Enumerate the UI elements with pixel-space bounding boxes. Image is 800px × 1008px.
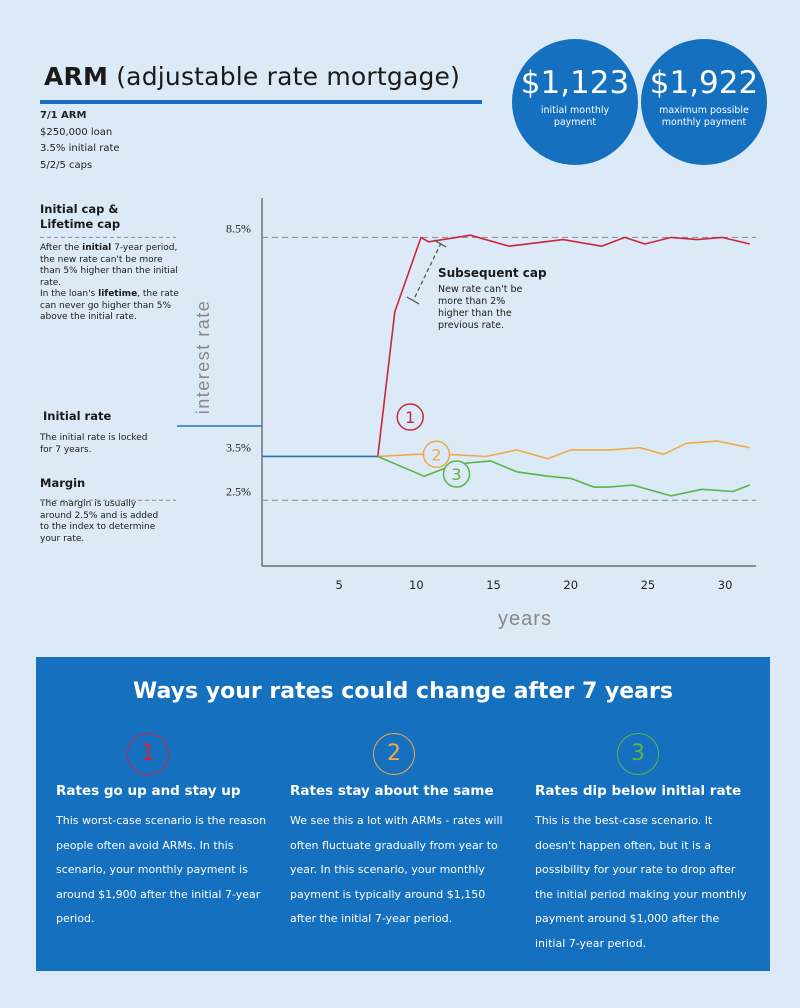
x-tick-1: 10	[409, 578, 424, 592]
max-payment-amount: $1,922	[649, 65, 759, 101]
cap-text-a: After the	[40, 243, 83, 253]
cap-text-c: 7-year period, the new rate can't be mor…	[40, 243, 178, 288]
cap-bracket-bottom	[406, 296, 420, 305]
scenario-1-heading: Rates go up and stay up	[56, 783, 241, 799]
scenario-2-heading: Rates stay about the same	[290, 783, 494, 799]
ref-line-label-1: 3.5%	[226, 440, 251, 454]
series-1-badge-label: 1	[405, 408, 415, 427]
initial-rate-heading: Initial rate	[43, 409, 112, 423]
scenario-2-text: We see this a lot with ARMs - rates will…	[290, 814, 503, 925]
title-acronym: ARM	[44, 62, 109, 91]
series-badges: 123	[396, 403, 471, 488]
subsequent-cap-line-2: higher than the	[438, 308, 512, 319]
max-payment-label: maximum possible monthly payment	[659, 105, 749, 128]
cap-bracket-top	[433, 239, 447, 248]
cap-text-f: , the rate can never go higher than 5% a…	[40, 289, 179, 322]
series-2-badge-label: 2	[431, 445, 441, 464]
scenarios-title: Ways your rates could change after 7 yea…	[133, 679, 673, 704]
reference-lines: 8.5% 3.5% 2.5%	[40, 221, 756, 501]
cap-description: After the initial 7-year period, the new…	[40, 243, 180, 324]
series-3-badge	[442, 460, 471, 488]
max-payment-stat: $1,922 maximum possible monthly payment	[641, 39, 767, 165]
series-2-badge	[422, 440, 451, 469]
scenario-1-text: This worst-case scenario is the reason p…	[56, 814, 267, 925]
subsequent-cap-heading: Subsequent cap	[438, 266, 547, 280]
x-tick-4: 25	[641, 578, 656, 592]
ref-line-label-0: 8.5%	[226, 221, 251, 235]
initial-payment-amount: $1,123	[520, 65, 630, 101]
series-1-badge	[396, 403, 424, 431]
scenario-1-badge: 1	[127, 733, 169, 775]
title-underline	[40, 100, 482, 104]
cap-heading-line2: Lifetime cap	[40, 217, 121, 231]
scenarios-panel	[36, 657, 770, 971]
initial-rate-description: The initial rate is locked for 7 years.	[40, 433, 148, 455]
margin-heading: Margin	[40, 476, 86, 490]
subsequent-cap-line-0: New rate can't be	[438, 284, 523, 295]
series-1-line	[377, 234, 750, 457]
cap-heading: Initial cap & Lifetime cap	[40, 202, 120, 232]
scenario-3-heading: Rates dip below initial rate	[535, 783, 742, 799]
loan-amount: $250,000 loan	[40, 127, 113, 138]
series-3-badge-label: 3	[451, 465, 461, 484]
loan-caps: 5/2/5 caps	[40, 160, 93, 171]
scenario-3-text: This is the best-case scenario. It doesn…	[535, 814, 747, 950]
cap-bracket-line	[412, 242, 442, 302]
scenario-3-badge: 3	[617, 733, 659, 775]
scenario-2-badge: 2	[373, 733, 415, 775]
page-title: ARM (adjustable rate mortgage)	[44, 62, 460, 91]
initial-payment-label: initial monthly payment	[540, 105, 610, 128]
y-axis-title: interest rate	[193, 300, 213, 415]
cap-heading-line1: Initial cap &	[40, 202, 119, 216]
cap-text-lifetime: lifetime	[98, 289, 138, 299]
ref-line-label-2: 2.5%	[226, 484, 251, 498]
x-tick-labels: 5 10 15 20 25 30	[336, 578, 733, 592]
subsequent-cap-line-1: more than 2%	[438, 296, 505, 307]
initial-payment-stat: $1,123 initial monthly payment	[512, 39, 638, 165]
x-tick-3: 20	[563, 578, 578, 592]
cap-text-initial: initial	[82, 243, 112, 253]
subsequent-cap-line-3: previous rate.	[438, 320, 504, 331]
x-axis-title: years	[498, 608, 552, 630]
loan-type: 7/1 ARM	[40, 110, 87, 121]
x-tick-2: 15	[486, 578, 501, 592]
x-tick-0: 5	[336, 578, 343, 592]
x-tick-5: 30	[718, 578, 733, 592]
rate-chart: 8.5% 3.5% 2.5% 5 10 15 20 25 30 interest rate y…	[40, 198, 756, 630]
title-rest: (adjustable rate mortgage)	[108, 62, 461, 91]
loan-initial-rate: 3.5% initial rate	[40, 143, 120, 154]
cap-text-d: In the loan's	[40, 289, 99, 299]
margin-description: The margin is usually around 2.5% and is…	[40, 499, 159, 544]
